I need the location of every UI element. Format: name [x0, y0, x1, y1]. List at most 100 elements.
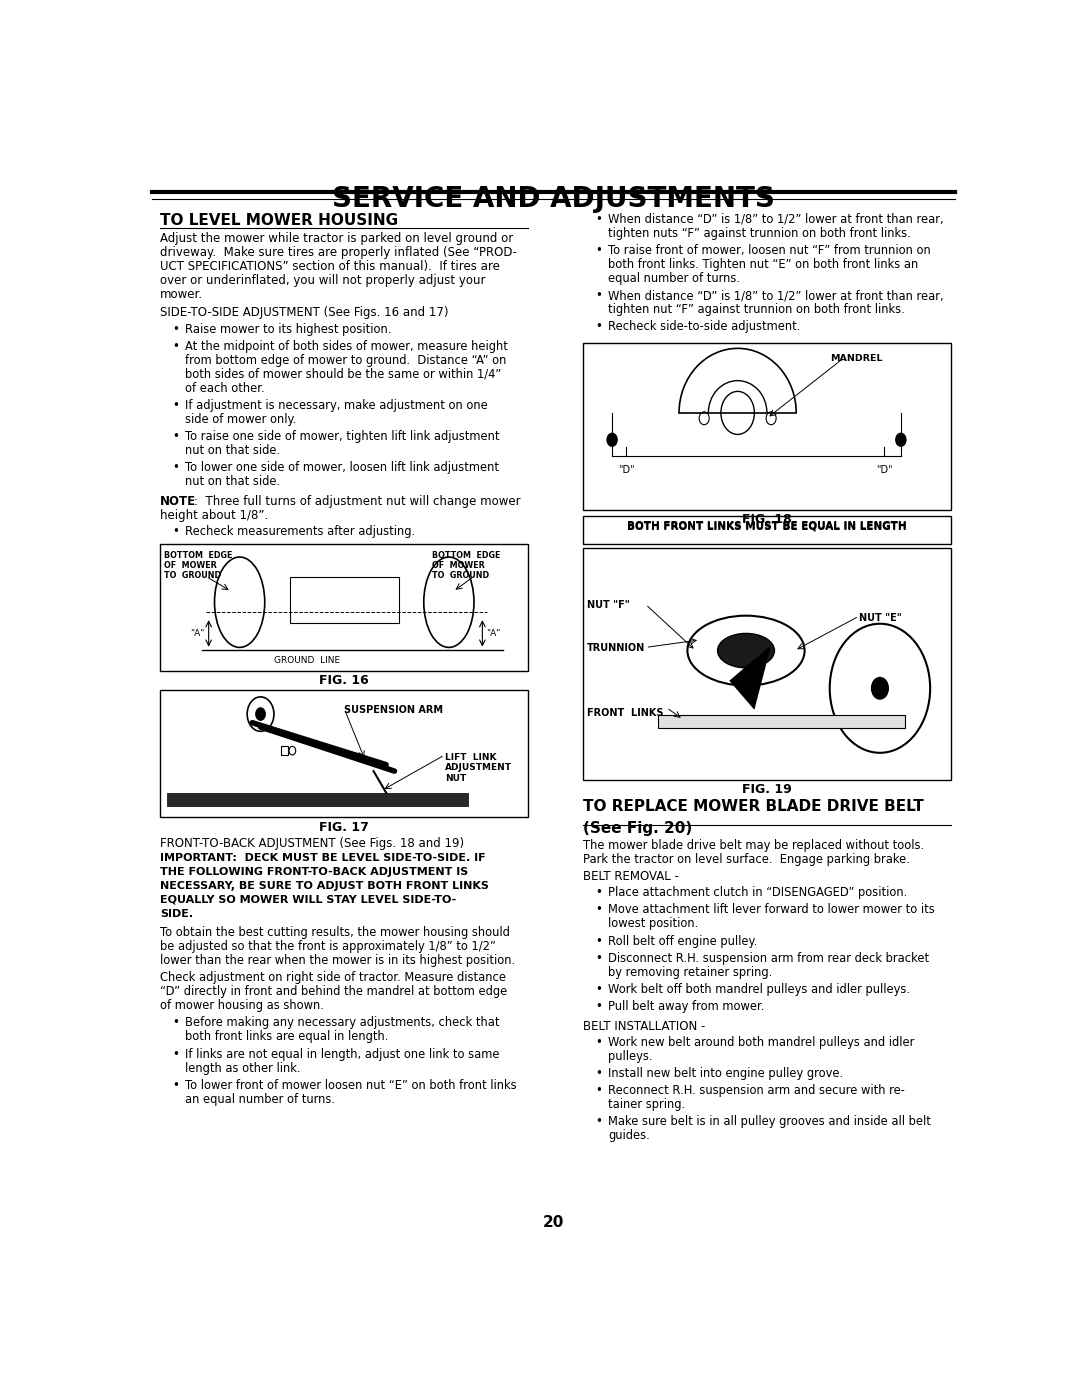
Text: Place attachment clutch in “DISENGAGED” position.: Place attachment clutch in “DISENGAGED” …: [608, 886, 907, 900]
Text: •: •: [595, 951, 603, 965]
Text: BOTTOM  EDGE
OF  MOWER
TO  GROUND: BOTTOM EDGE OF MOWER TO GROUND: [432, 550, 500, 580]
Text: Work new belt around both mandrel pulleys and idler: Work new belt around both mandrel pulley…: [608, 1035, 915, 1049]
Text: "A": "A": [486, 629, 501, 638]
FancyBboxPatch shape: [289, 577, 399, 623]
Text: GROUND  LINE: GROUND LINE: [273, 657, 339, 665]
Text: •: •: [173, 1078, 179, 1091]
Text: Pull belt away from mower.: Pull belt away from mower.: [608, 1000, 765, 1013]
Text: To raise front of mower, loosen nut “F” from trunnion on: To raise front of mower, loosen nut “F” …: [608, 244, 931, 257]
Text: "D": "D": [618, 465, 635, 475]
Text: NOTE: NOTE: [160, 495, 197, 507]
Text: nut on that side.: nut on that side.: [186, 475, 281, 489]
Text: LIFT  LINK
ADJUSTMENT
NUT: LIFT LINK ADJUSTMENT NUT: [445, 753, 512, 782]
Text: of mower housing as shown.: of mower housing as shown.: [160, 999, 324, 1013]
Text: To lower front of mower loosen nut “E” on both front links: To lower front of mower loosen nut “E” o…: [186, 1078, 517, 1091]
Text: lower than the rear when the mower is in its highest position.: lower than the rear when the mower is in…: [160, 954, 515, 967]
Text: Adjust the mower while tractor is parked on level ground or: Adjust the mower while tractor is parked…: [160, 232, 513, 246]
Text: both front links. Tighten nut “E” on both front links an: both front links. Tighten nut “E” on bot…: [608, 258, 918, 271]
Text: tighten nut “F” against trunnion on both front links.: tighten nut “F” against trunnion on both…: [608, 303, 905, 316]
Text: TO LEVEL MOWER HOUSING: TO LEVEL MOWER HOUSING: [160, 212, 399, 228]
FancyBboxPatch shape: [160, 545, 528, 671]
Text: of each other.: of each other.: [186, 381, 265, 395]
Text: from bottom edge of mower to ground.  Distance “A” on: from bottom edge of mower to ground. Dis…: [186, 353, 507, 367]
Text: both sides of mower should be the same or within 1/4”: both sides of mower should be the same o…: [186, 367, 501, 381]
Text: TO REPLACE MOWER BLADE DRIVE BELT: TO REPLACE MOWER BLADE DRIVE BELT: [583, 799, 923, 814]
Text: •: •: [595, 244, 603, 257]
Text: •: •: [595, 935, 603, 947]
Text: (See Fig. 20): (See Fig. 20): [583, 820, 692, 835]
Text: To lower one side of mower, loosen lift link adjustment: To lower one side of mower, loosen lift …: [186, 461, 499, 475]
Text: •: •: [595, 212, 603, 226]
Text: "D": "D": [876, 465, 892, 475]
Text: BELT INSTALLATION -: BELT INSTALLATION -: [583, 1020, 705, 1032]
Text: side of mower only.: side of mower only.: [186, 414, 297, 426]
Text: •: •: [173, 430, 179, 443]
Text: driveway.  Make sure tires are properly inflated (See “PROD-: driveway. Make sure tires are properly i…: [160, 246, 517, 260]
Text: When distance “D” is 1/8” to 1/2” lower at front than rear,: When distance “D” is 1/8” to 1/2” lower …: [608, 289, 944, 302]
Text: If adjustment is necessary, make adjustment on one: If adjustment is necessary, make adjustm…: [186, 400, 488, 412]
Text: FIG. 17: FIG. 17: [320, 820, 369, 834]
Text: NUT "E": NUT "E": [859, 613, 902, 623]
Text: Roll belt off engine pulley.: Roll belt off engine pulley.: [608, 935, 757, 947]
Text: When distance “D” is 1/8” to 1/2” lower at front than rear,: When distance “D” is 1/8” to 1/2” lower …: [608, 212, 944, 226]
Text: The mower blade drive belt may be replaced without tools.: The mower blade drive belt may be replac…: [583, 838, 923, 852]
Text: BOTH FRONT LINKS MUST BE EQUAL IN LENGTH: BOTH FRONT LINKS MUST BE EQUAL IN LENGTH: [627, 521, 907, 531]
Text: SUSPENSION ARM: SUSPENSION ARM: [345, 705, 443, 715]
Text: Before making any necessary adjustments, check that: Before making any necessary adjustments,…: [186, 1017, 500, 1030]
Text: Work belt off both mandrel pulleys and idler pulleys.: Work belt off both mandrel pulleys and i…: [608, 983, 910, 996]
Text: 20: 20: [543, 1215, 564, 1231]
Text: MANDREL: MANDREL: [829, 353, 882, 363]
Text: FRONT  LINKS: FRONT LINKS: [588, 708, 663, 718]
Circle shape: [872, 678, 889, 698]
Text: •: •: [173, 1048, 179, 1060]
Text: SIDE.: SIDE.: [160, 909, 193, 919]
FancyBboxPatch shape: [166, 792, 468, 806]
Text: "A": "A": [190, 629, 204, 638]
Text: •: •: [595, 886, 603, 900]
Text: Reconnect R.H. suspension arm and secure with re-: Reconnect R.H. suspension arm and secure…: [608, 1084, 905, 1097]
Text: Recheck side-to-side adjustment.: Recheck side-to-side adjustment.: [608, 320, 800, 334]
Text: length as other link.: length as other link.: [186, 1062, 300, 1074]
Text: guides.: guides.: [608, 1129, 650, 1143]
Text: Install new belt into engine pulley grove.: Install new belt into engine pulley grov…: [608, 1067, 843, 1080]
Text: Make sure belt is in all pulley grooves and inside all belt: Make sure belt is in all pulley grooves …: [608, 1115, 931, 1129]
Text: an equal number of turns.: an equal number of turns.: [186, 1092, 335, 1106]
Text: •: •: [595, 904, 603, 916]
Text: FIG. 16: FIG. 16: [320, 675, 369, 687]
Text: IMPORTANT:  DECK MUST BE LEVEL SIDE-TO-SIDE. IF: IMPORTANT: DECK MUST BE LEVEL SIDE-TO-SI…: [160, 852, 486, 863]
Text: over or underinflated, you will not properly adjust your: over or underinflated, you will not prop…: [160, 274, 486, 288]
FancyBboxPatch shape: [583, 549, 951, 780]
Text: At the midpoint of both sides of mower, measure height: At the midpoint of both sides of mower, …: [186, 339, 508, 353]
Circle shape: [607, 433, 617, 446]
Text: nut on that side.: nut on that side.: [186, 444, 281, 457]
Text: •: •: [173, 461, 179, 475]
Text: lowest position.: lowest position.: [608, 918, 698, 930]
Text: •: •: [595, 320, 603, 334]
Text: Park the tractor on level surface.  Engage parking brake.: Park the tractor on level surface. Engag…: [583, 852, 909, 866]
Text: •: •: [173, 525, 179, 538]
Text: NECESSARY, BE SURE TO ADJUST BOTH FRONT LINKS: NECESSARY, BE SURE TO ADJUST BOTH FRONT …: [160, 882, 489, 891]
FancyBboxPatch shape: [583, 515, 951, 545]
Text: •: •: [173, 1017, 179, 1030]
Text: BELT REMOVAL -: BELT REMOVAL -: [583, 870, 678, 883]
Text: Check adjustment on right side of tractor. Measure distance: Check adjustment on right side of tracto…: [160, 971, 507, 983]
Text: EQUALLY SO MOWER WILL STAY LEVEL SIDE-TO-: EQUALLY SO MOWER WILL STAY LEVEL SIDE-TO…: [160, 895, 457, 905]
Text: NUT "F": NUT "F": [588, 601, 630, 610]
Text: •: •: [595, 1115, 603, 1129]
Text: SERVICE AND ADJUSTMENTS: SERVICE AND ADJUSTMENTS: [332, 184, 775, 212]
Text: FRONT-TO-BACK ADJUSTMENT (See Figs. 18 and 19): FRONT-TO-BACK ADJUSTMENT (See Figs. 18 a…: [160, 837, 464, 849]
Text: To raise one side of mower, tighten lift link adjustment: To raise one side of mower, tighten lift…: [186, 430, 500, 443]
Text: THE FOLLOWING FRONT-TO-BACK ADJUSTMENT IS: THE FOLLOWING FRONT-TO-BACK ADJUSTMENT I…: [160, 868, 469, 877]
Text: :  Three full turns of adjustment nut will change mower: : Three full turns of adjustment nut wil…: [193, 495, 521, 507]
Text: FIG. 18: FIG. 18: [742, 513, 792, 525]
Text: •: •: [173, 323, 179, 335]
Text: both front links are equal in length.: both front links are equal in length.: [186, 1031, 389, 1044]
FancyBboxPatch shape: [658, 715, 905, 728]
Text: FIG. 19: FIG. 19: [742, 782, 792, 796]
Text: pulleys.: pulleys.: [608, 1049, 652, 1063]
Text: by removing retainer spring.: by removing retainer spring.: [608, 965, 772, 979]
Text: height about 1/8”.: height about 1/8”.: [160, 509, 268, 521]
Polygon shape: [729, 645, 771, 710]
Text: SIDE-TO-SIDE ADJUSTMENT (See Figs. 16 and 17): SIDE-TO-SIDE ADJUSTMENT (See Figs. 16 an…: [160, 306, 448, 320]
Text: •: •: [595, 1067, 603, 1080]
